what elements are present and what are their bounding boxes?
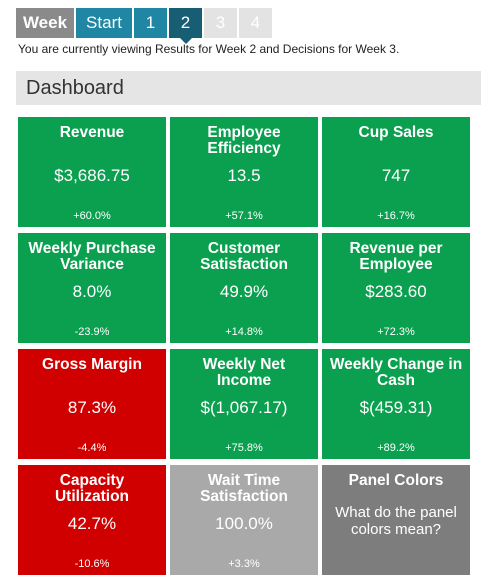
week-3-button: 3 bbox=[204, 8, 237, 38]
panel-change: -23.9% bbox=[74, 326, 110, 338]
panel-value: $(1,067.17) bbox=[200, 398, 288, 417]
panel-weekly-purchase-variance[interactable]: Weekly Purchase Variance 8.0% -23.9% bbox=[18, 233, 166, 343]
panel-title: Customer Satisfaction bbox=[200, 240, 288, 273]
panel-title: Weekly Purchase Variance bbox=[28, 240, 156, 273]
panel-change: +57.1% bbox=[225, 210, 263, 222]
week-4-button: 4 bbox=[239, 8, 272, 38]
panel-title: Revenue bbox=[59, 124, 125, 141]
panel-cup-sales[interactable]: Cup Sales 747 +16.7% bbox=[322, 117, 470, 227]
panel-value: 87.3% bbox=[67, 398, 117, 417]
panel-title: Weekly Change in Cash bbox=[329, 356, 463, 389]
panel-revenue[interactable]: Revenue $3,686.75 +60.0% bbox=[18, 117, 166, 227]
panel-gross-margin[interactable]: Gross Margin 87.3% -4.4% bbox=[18, 349, 166, 459]
panel-colors-question: What do the panel colors mean? bbox=[335, 504, 457, 538]
panel-value: 13.5 bbox=[227, 166, 261, 185]
panel-change: -4.4% bbox=[77, 442, 107, 454]
panel-title: Wait Time Satisfaction bbox=[200, 472, 288, 505]
panel-change: +75.8% bbox=[225, 442, 263, 454]
viewing-status: You are currently viewing Results for We… bbox=[18, 42, 400, 56]
panel-title: Revenue per Employee bbox=[349, 240, 443, 273]
panel-change: +60.0% bbox=[73, 210, 111, 222]
panel-title: Capacity Utilization bbox=[54, 472, 130, 505]
week-nav: Week Start 1 2 3 4 bbox=[16, 8, 272, 44]
panel-employee-efficiency[interactable]: Employee Efficiency 13.5 +57.1% bbox=[170, 117, 318, 227]
panel-value: 49.9% bbox=[219, 282, 269, 301]
panel-title: Gross Margin bbox=[42, 356, 142, 373]
panel-weekly-net-income[interactable]: Weekly Net Income $(1,067.17) +75.8% bbox=[170, 349, 318, 459]
panel-title: Panel Colors bbox=[348, 472, 444, 489]
panel-title: Weekly Net Income bbox=[202, 356, 286, 389]
panel-capacity-utilization[interactable]: Capacity Utilization 42.7% -10.6% bbox=[18, 465, 166, 575]
panel-revenue-per-employee[interactable]: Revenue per Employee $283.60 +72.3% bbox=[322, 233, 470, 343]
panel-change: +3.3% bbox=[228, 558, 260, 570]
week-1-button[interactable]: 1 bbox=[134, 8, 167, 38]
panel-change: +14.8% bbox=[225, 326, 263, 338]
week-2-button[interactable]: 2 bbox=[169, 8, 202, 44]
panel-value: 100.0% bbox=[215, 514, 273, 533]
panel-change: -10.6% bbox=[74, 558, 110, 570]
panel-customer-satisfaction[interactable]: Customer Satisfaction 49.9% +14.8% bbox=[170, 233, 318, 343]
panel-value: $283.60 bbox=[365, 282, 427, 301]
panel-value: 42.7% bbox=[67, 514, 117, 533]
panel-change: +72.3% bbox=[377, 326, 415, 338]
panel-change: +16.7% bbox=[377, 210, 415, 222]
panel-title: Employee Efficiency bbox=[207, 124, 281, 157]
week-label: Week bbox=[16, 8, 74, 38]
panel-weekly-change-in-cash[interactable]: Weekly Change in Cash $(459.31) +89.2% bbox=[322, 349, 470, 459]
dashboard-title: Dashboard bbox=[16, 71, 481, 105]
panel-change: +89.2% bbox=[377, 442, 415, 454]
panel-value: $(459.31) bbox=[359, 398, 433, 417]
panel-title: Cup Sales bbox=[358, 124, 434, 141]
panel-wait-time-satisfaction[interactable]: Wait Time Satisfaction 100.0% +3.3% bbox=[170, 465, 318, 575]
panel-colors-info[interactable]: Panel Colors What do the panel colors me… bbox=[322, 465, 470, 575]
panel-value: $3,686.75 bbox=[54, 166, 130, 185]
panel-value: 747 bbox=[381, 166, 411, 185]
panel-value: 8.0% bbox=[72, 282, 112, 301]
week-start-button[interactable]: Start bbox=[76, 8, 132, 38]
